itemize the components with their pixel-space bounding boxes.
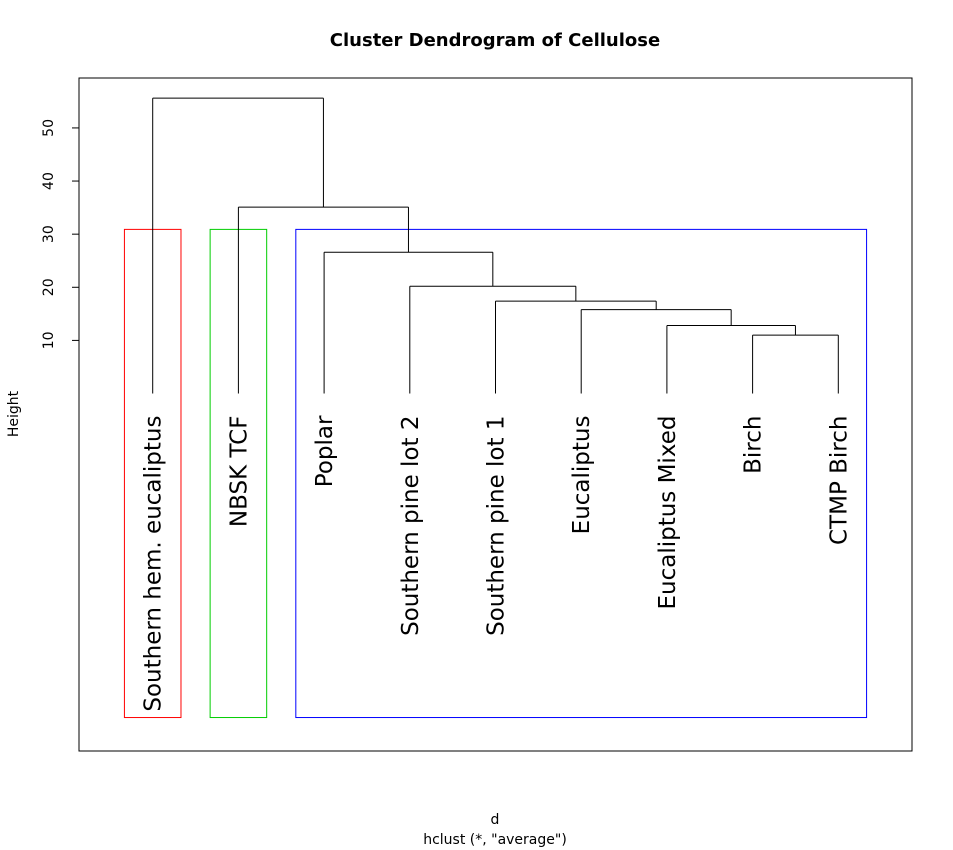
leaf-label: Southern pine lot 2 — [398, 416, 424, 636]
leaf-label: NBSK TCF — [226, 416, 252, 528]
y-tick-label: 50 — [41, 119, 57, 137]
x-axis-label: d — [491, 812, 500, 828]
cluster-rectangle — [295, 228, 868, 719]
y-tick-label: 40 — [41, 172, 57, 190]
leaf-label: CTMP Birch — [826, 416, 852, 545]
leaf-label: Birch — [741, 416, 767, 474]
leaf-label: Poplar — [312, 415, 338, 487]
plot-frame — [78, 77, 913, 752]
y-tick-label: 30 — [41, 225, 57, 243]
y-tick-label: 20 — [41, 278, 57, 296]
leaf-label: Eucaliptus — [569, 416, 595, 535]
dendrogram-tree — [152, 97, 839, 394]
y-axis-label: Height — [6, 390, 22, 437]
x-axis-subtitle: hclust (*, "average") — [423, 832, 567, 848]
y-tick-label: 10 — [41, 331, 57, 349]
leaf-labels: Southern hem. eucaliptus NBSK TCF Poplar So… — [141, 415, 853, 712]
leaf-label: Southern hem. eucaliptus — [141, 416, 167, 712]
chart-title: Cluster Dendrogram of Cellulose — [330, 30, 660, 51]
leaf-label: Southern pine lot 1 — [484, 416, 510, 636]
leaf-label: Eucaliptus Mixed — [655, 416, 681, 610]
y-axis: 10 20 30 40 50 — [41, 119, 80, 349]
